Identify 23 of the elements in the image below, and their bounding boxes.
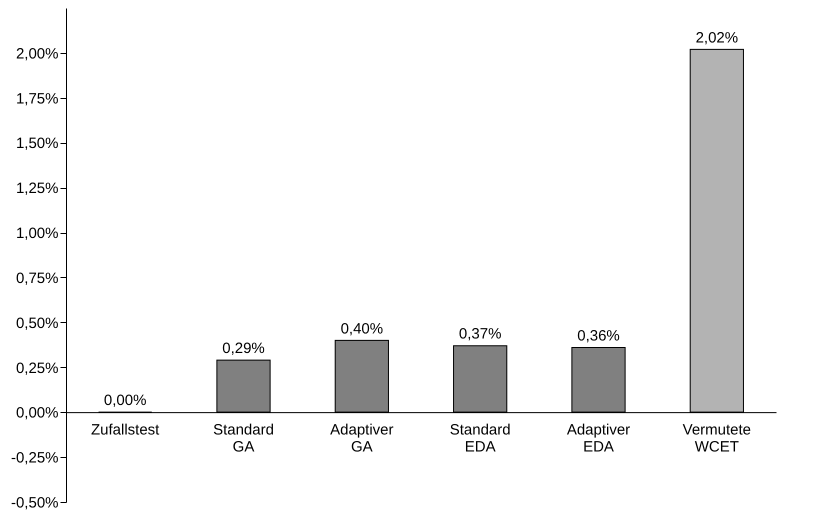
data-label: 0,36% — [577, 328, 620, 345]
data-label: 0,29% — [222, 340, 265, 358]
x-tick-label: Standard EDA — [450, 422, 511, 456]
y-tick-label: 0,00% — [16, 404, 58, 422]
y-tick-label: 0,50% — [16, 314, 58, 332]
y-tick-label: 2,00% — [16, 45, 58, 62]
x-tick-label: Adaptiver EDA — [566, 422, 630, 456]
y-tick-label: 1,00% — [16, 225, 58, 242]
x-tick-label: Vermutete WCET — [682, 422, 752, 456]
y-tick-label: 1,75% — [16, 90, 58, 108]
data-label: 0,00% — [104, 392, 146, 410]
y-tick-label: 0,75% — [16, 270, 58, 287]
data-label: 0,37% — [458, 326, 502, 343]
x-tick-label: Adaptiver GA — [330, 422, 394, 456]
y-tick-label: 1,50% — [16, 135, 58, 152]
y-tick-label: 0,25% — [16, 360, 58, 377]
y-tick-label: 1,25% — [16, 180, 58, 198]
data-label: 0,40% — [340, 320, 384, 338]
data-label: 2,02% — [696, 29, 738, 46]
y-tick-label: -0,50% — [10, 494, 58, 511]
y-tick-label: -0,25% — [10, 450, 58, 467]
x-tick-label: Standard GA — [213, 422, 274, 456]
x-tick-label: Zufallstest — [90, 422, 160, 439]
